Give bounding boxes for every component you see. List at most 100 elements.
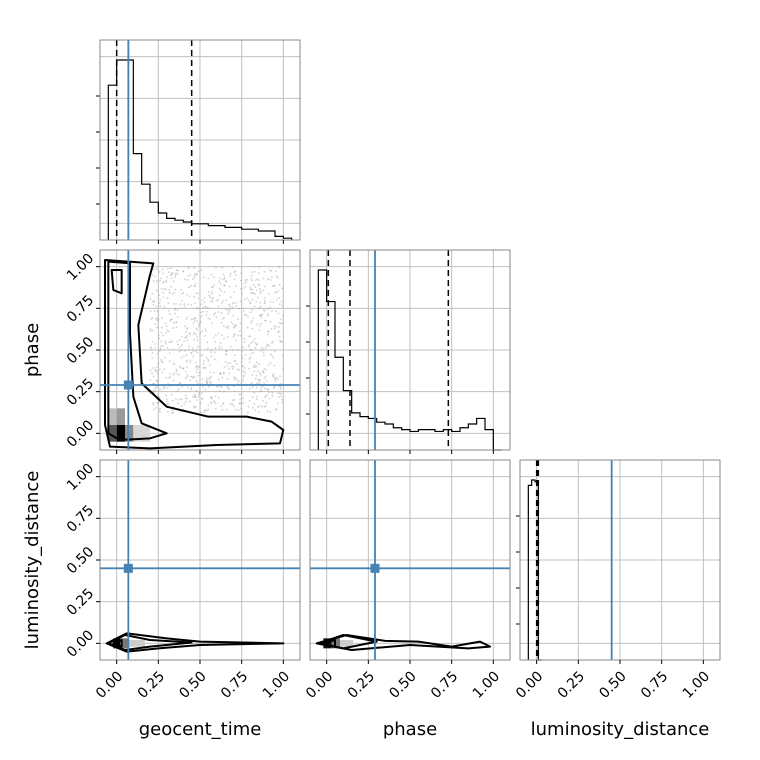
sample-point xyxy=(217,305,220,308)
sample-point xyxy=(232,405,235,407)
sample-point xyxy=(217,332,220,335)
sample-point xyxy=(214,312,217,315)
sample-point xyxy=(175,303,177,305)
panel-luminosity_distance-vs-geocent_time: 0.00 0.25 0.50 0.75 1.000.000.250.500.751.00 xyxy=(64,459,301,702)
sample-point xyxy=(277,378,279,381)
sample-point xyxy=(229,403,232,405)
sample-point xyxy=(208,318,211,320)
sample-point xyxy=(275,310,278,313)
sample-point xyxy=(256,406,259,409)
sample-point xyxy=(210,375,213,378)
sample-point xyxy=(265,369,268,371)
sample-point xyxy=(149,379,152,382)
histogram-step xyxy=(317,269,502,451)
sample-point xyxy=(194,393,196,396)
sample-point xyxy=(241,357,244,360)
panel-luminosity_distance-vs-phase: 0.00 0.25 0.50 0.75 1.00 xyxy=(303,459,511,702)
sample-point xyxy=(193,320,196,322)
sample-point xyxy=(156,319,159,322)
sample-point xyxy=(231,302,234,305)
truth-marker xyxy=(123,563,133,573)
sample-point xyxy=(251,340,254,343)
sample-point xyxy=(190,352,193,355)
sample-point xyxy=(250,274,253,277)
sample-point xyxy=(215,316,218,319)
sample-point xyxy=(210,273,213,276)
sample-point xyxy=(262,289,265,292)
sample-point xyxy=(252,317,255,320)
sample-point xyxy=(245,278,248,281)
sample-point xyxy=(157,362,160,365)
sample-point xyxy=(190,303,193,306)
truth-marker xyxy=(370,563,380,573)
sample-point xyxy=(258,265,260,268)
sample-point xyxy=(248,344,250,346)
sample-point xyxy=(173,322,175,324)
sample-point xyxy=(195,365,198,368)
sample-point xyxy=(185,354,188,356)
sample-point xyxy=(211,292,213,295)
sample-point xyxy=(206,306,209,309)
sample-point xyxy=(269,411,272,413)
sample-point xyxy=(168,360,171,363)
sample-point xyxy=(185,366,188,369)
sample-point xyxy=(151,372,153,374)
sample-point xyxy=(232,314,235,317)
sample-point xyxy=(205,382,208,384)
sample-point xyxy=(170,318,172,321)
sample-point xyxy=(204,305,207,308)
sample-point xyxy=(192,355,194,358)
sample-point xyxy=(225,353,228,356)
sample-point xyxy=(264,319,267,322)
x-tick-label: 0.25 xyxy=(555,668,588,701)
sample-point xyxy=(195,306,198,309)
sample-point xyxy=(211,348,213,351)
sample-point xyxy=(278,326,280,328)
sample-point xyxy=(165,394,167,397)
sample-point xyxy=(251,308,254,311)
sample-point xyxy=(155,280,158,283)
sample-point xyxy=(281,341,283,344)
sample-point xyxy=(209,382,211,384)
sample-point xyxy=(206,347,209,350)
sample-point xyxy=(214,402,217,405)
sample-point xyxy=(239,398,241,401)
sample-point xyxy=(274,325,277,328)
sample-point xyxy=(281,314,284,317)
sample-point xyxy=(267,278,269,281)
sample-point xyxy=(274,408,277,411)
sample-point xyxy=(266,308,269,310)
sample-point xyxy=(252,292,255,295)
sample-point xyxy=(226,378,229,380)
sample-point xyxy=(262,351,265,354)
sample-point xyxy=(259,314,262,316)
sample-point xyxy=(222,372,225,375)
sample-point xyxy=(178,350,181,353)
x-tick-label: 0.00 xyxy=(513,668,546,701)
sample-point xyxy=(184,394,187,397)
sample-point xyxy=(228,285,231,288)
sample-point xyxy=(260,316,263,319)
sample-point xyxy=(267,277,270,280)
sample-point xyxy=(221,299,224,302)
sample-point xyxy=(263,309,266,312)
sample-point xyxy=(254,341,257,344)
sample-point xyxy=(249,311,252,314)
sample-point xyxy=(192,376,195,379)
sample-point xyxy=(151,273,154,276)
sample-point xyxy=(152,367,155,369)
sample-point xyxy=(238,369,240,372)
sample-point xyxy=(255,343,258,346)
sample-point xyxy=(242,346,244,349)
sample-point xyxy=(213,401,216,403)
sample-point xyxy=(249,356,252,359)
sample-point xyxy=(211,300,214,303)
sample-point xyxy=(267,330,270,333)
sample-point xyxy=(213,313,215,316)
sample-point xyxy=(166,276,168,279)
sample-point xyxy=(280,395,282,398)
sample-point xyxy=(176,373,179,375)
sample-point xyxy=(272,373,275,376)
sample-point xyxy=(171,409,174,412)
sample-point xyxy=(248,358,251,360)
